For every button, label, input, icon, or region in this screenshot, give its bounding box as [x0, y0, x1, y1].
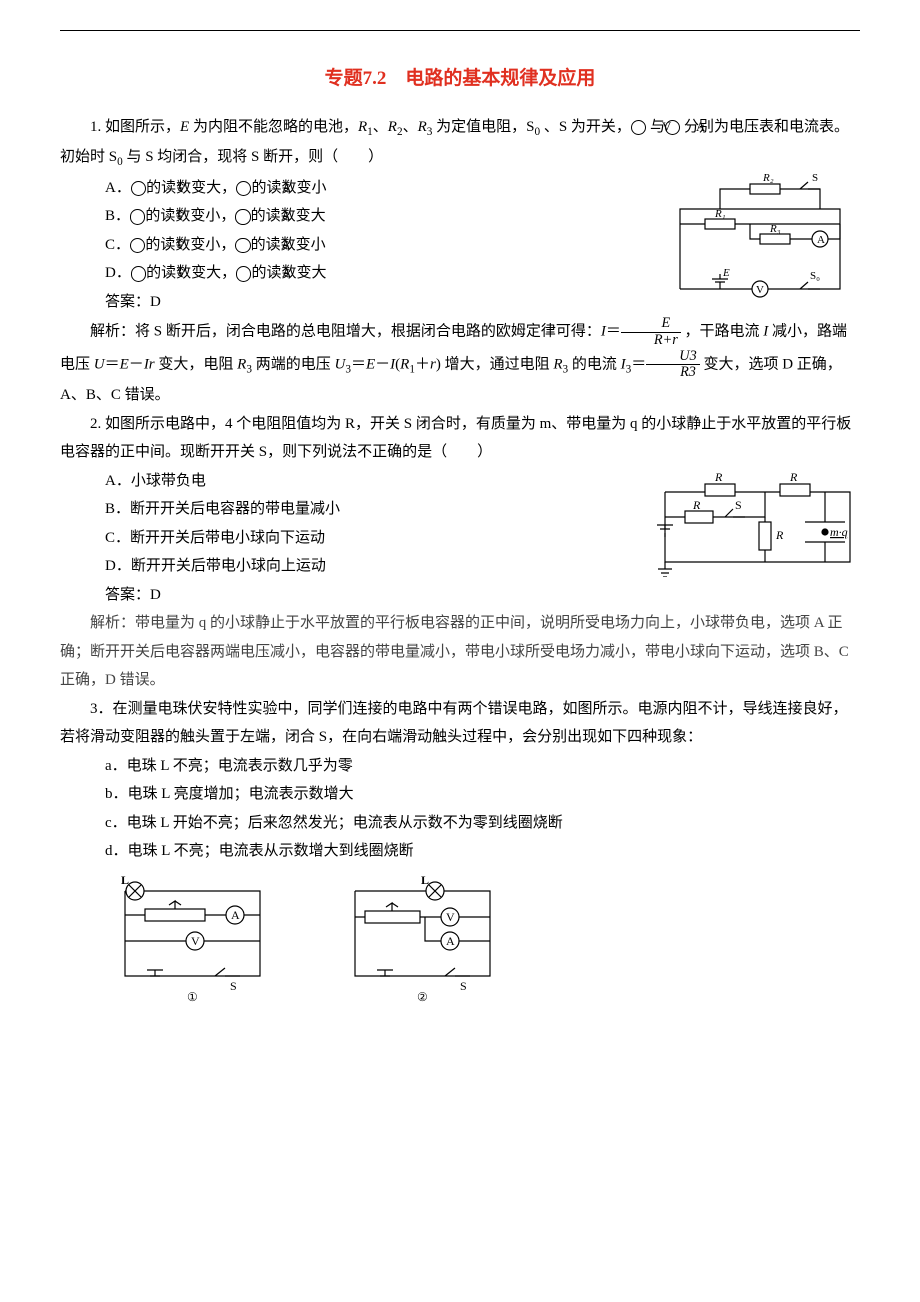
t: 的读数变大 [251, 208, 326, 224]
lbl: S [460, 979, 467, 993]
t: ，干路电流 [685, 324, 764, 340]
q1-answer: 答案：D [60, 288, 640, 317]
t: 的读数变小 [251, 237, 326, 253]
q1-optD: D．V的读数变大，A的读数变大 [60, 259, 640, 288]
circuit-2-icon: R R R S R m·q [650, 467, 860, 577]
q2-figure: R R R S R m·q [650, 467, 860, 577]
q1-optC: C．V的读数变小，A的读数变小 [60, 231, 640, 260]
t: 变大，电阻 [158, 356, 237, 372]
lbl: R₂ [762, 174, 774, 184]
t: 增大，通过电阻 [445, 356, 554, 372]
t: E [621, 316, 681, 333]
q3-d: d．电珠 L 不亮；电流表从示数增大到线圈烧断 [60, 837, 860, 866]
q3-stem: 3．在测量电珠伏安特性实验中，同学们连接的电路中有两个错误电路，如图所示。电源内… [60, 695, 860, 752]
q2-answer: 答案：D [60, 581, 630, 610]
q3-a: a．电珠 L 不亮；电流表示数几乎为零 [60, 752, 860, 781]
lbl: L [421, 876, 429, 887]
q1-optB: B．V的读数变小，A的读数变大 [60, 202, 640, 231]
lbl: R₃ [769, 223, 781, 235]
q1-stem-b: 为内阻不能忽略的电池， [193, 119, 358, 135]
q1-explanation: 解析：将 S 断开后，闭合电路的总电阻增大，根据闭合电路的欧姆定律可得：I＝ER… [60, 316, 860, 409]
q1-stem-a: 1. 如图所示， [90, 119, 180, 135]
lbl: ① [187, 990, 198, 1004]
q1-stem-g: 与 S 均闭合，现将 S 断开，则（ ） [126, 149, 383, 165]
lbl: A [231, 908, 240, 922]
q2-stem: 2. 如图所示电路中，4 个电阻阻值均为 R，开关 S 闭合时，有质量为 m、带… [60, 410, 860, 467]
t: U3 [646, 349, 699, 366]
t: 的读数变小 [251, 180, 326, 196]
q2-optC: C．断开开关后带电小球向下运动 [60, 524, 630, 553]
t: 的读数变小， [145, 208, 235, 224]
top-rule [60, 30, 860, 31]
q1-optA: A．V的读数变大，A的读数变小 [60, 174, 640, 203]
lbl: m·q [830, 525, 848, 539]
q3-c: c．电珠 L 开始不亮；后来忽然发光；电流表从示数不为零到线圈烧断 [60, 809, 860, 838]
lbl: R [692, 498, 701, 512]
q2-optA: A．小球带负电 [60, 467, 630, 496]
lbl: E [722, 267, 730, 279]
q2-optB: B．断开开关后电容器的带电量减小 [60, 495, 630, 524]
q1-optB-lbl: B． [105, 208, 130, 224]
lbl: V [756, 284, 764, 296]
lbl: ② [417, 990, 428, 1004]
t: 的电流 [572, 356, 621, 372]
t: R3 [646, 365, 699, 381]
lbl: L [121, 876, 129, 887]
lbl: R₁ [714, 208, 726, 220]
t: 的读数变大 [251, 265, 326, 281]
q1-stem-e: 与 [650, 119, 665, 135]
q1-optC-lbl: C． [105, 237, 130, 253]
t: R+r [621, 333, 681, 349]
lbl: R [789, 470, 798, 484]
q1-figure: R₂ S R₁ R₃ A E S₀ V [660, 174, 860, 304]
q1-optD-lbl: D． [105, 265, 131, 281]
lbl: S [812, 174, 818, 184]
q1-optA-lbl: A． [105, 180, 131, 196]
q1-stem-c: 为定值电阻，S [436, 119, 534, 135]
q3-figure-1: L A V S ① [105, 876, 275, 1006]
t: 的读数变小， [145, 237, 235, 253]
lbl: S [735, 498, 742, 512]
t: 两端的电压 [256, 356, 335, 372]
q3-figure-2: L V A S ② [335, 876, 505, 1006]
circuit-1-icon: R₂ S R₁ R₃ A E S₀ V [660, 174, 860, 304]
t: 的读数变大， [146, 180, 236, 196]
lbl: S₀ [810, 270, 820, 282]
q2-explanation: 解析：带电量为 q 的小球静止于水平放置的平行板电容器的正中间，说明所受电场力向… [60, 609, 860, 695]
q1-stem-d: 、S 为开关， [544, 119, 631, 135]
lbl: A [817, 234, 825, 246]
lbl: S [230, 979, 237, 993]
lbl: R [775, 528, 784, 542]
q2-optD: D．断开开关后带电小球向上运动 [60, 552, 630, 581]
page-title: 专题7.2 电路的基本规律及应用 [60, 61, 860, 97]
q3-b: b．电珠 L 亮度增加；电流表示数增大 [60, 780, 860, 809]
t: 解析：将 S 断开后，闭合电路的总电阻增大，根据闭合电路的欧姆定律可得： [90, 324, 601, 340]
lbl: R [714, 470, 723, 484]
lbl: V [446, 910, 455, 924]
lbl: V [191, 934, 200, 948]
t: 的读数变大， [146, 265, 236, 281]
lbl: A [446, 934, 455, 948]
q1-stem: 1. 如图所示，E 为内阻不能忽略的电池，R1、R2、R3 为定值电阻，S0 、… [60, 113, 860, 174]
